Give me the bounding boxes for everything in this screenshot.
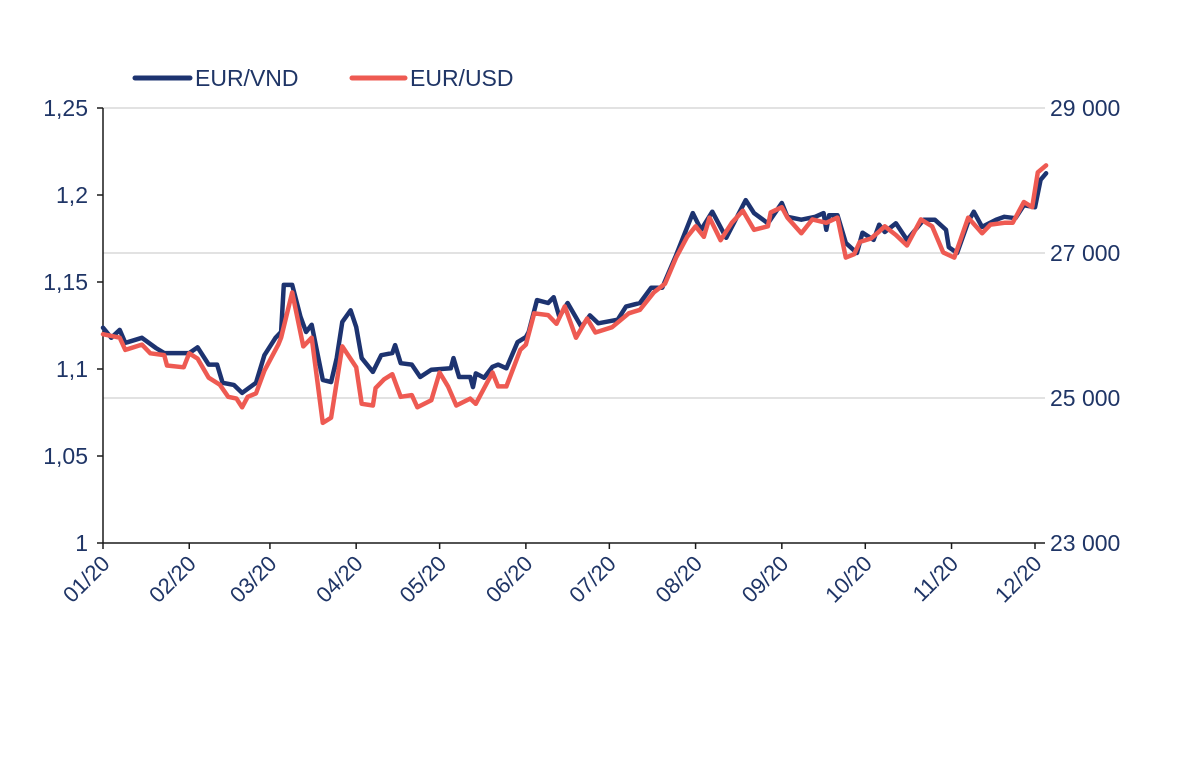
x-axis-tick-label: 12/20 <box>990 551 1047 608</box>
x-axis-tick-label: 06/20 <box>481 551 538 608</box>
right-axis-tick-label: 25 000 <box>1050 385 1120 411</box>
x-axis-tick-label: 07/20 <box>564 551 621 608</box>
series-line-eur-vnd <box>100 171 1049 396</box>
left-axis-tick-label: 1,25 <box>43 95 88 121</box>
right-axis-tick-label: 23 000 <box>1050 530 1120 556</box>
axes: 1 1,05 1,1 1,15 1,2 1,25 23 000 25 000 27 000 29 … <box>43 95 1120 607</box>
x-axis-tick-label: 01/20 <box>58 551 115 608</box>
x-axis-tick-label: 05/20 <box>395 551 452 608</box>
x-axis-tick-label: 11/20 <box>908 551 963 606</box>
right-axis-tick-label: 29 000 <box>1050 95 1120 121</box>
series-lines <box>100 163 1049 426</box>
x-axis-tick-label: 08/20 <box>651 551 708 608</box>
x-axis-tick-label: 03/20 <box>225 551 282 608</box>
x-axis-tick-label: 02/20 <box>144 551 201 608</box>
x-axis-tick-label: 04/20 <box>311 551 368 608</box>
series-line-eur-usd <box>100 163 1049 426</box>
left-axis-tick-label: 1,15 <box>43 269 88 295</box>
right-axis-tick-label: 27 000 <box>1050 240 1120 266</box>
x-axis-tick-label: 10/20 <box>820 551 877 608</box>
gridlines <box>103 107 1045 399</box>
legend-label: EUR/VND <box>195 65 299 91</box>
left-axis-tick-label: 1,2 <box>56 182 88 208</box>
x-axis-tick-label: 09/20 <box>737 551 794 608</box>
left-axis-tick-label: 1,05 <box>43 443 88 469</box>
legend: EUR/VND EUR/USD <box>132 65 514 91</box>
left-axis-tick-label: 1 <box>75 530 88 556</box>
legend-label: EUR/USD <box>410 65 514 91</box>
left-axis-tick-label: 1,1 <box>56 356 88 382</box>
